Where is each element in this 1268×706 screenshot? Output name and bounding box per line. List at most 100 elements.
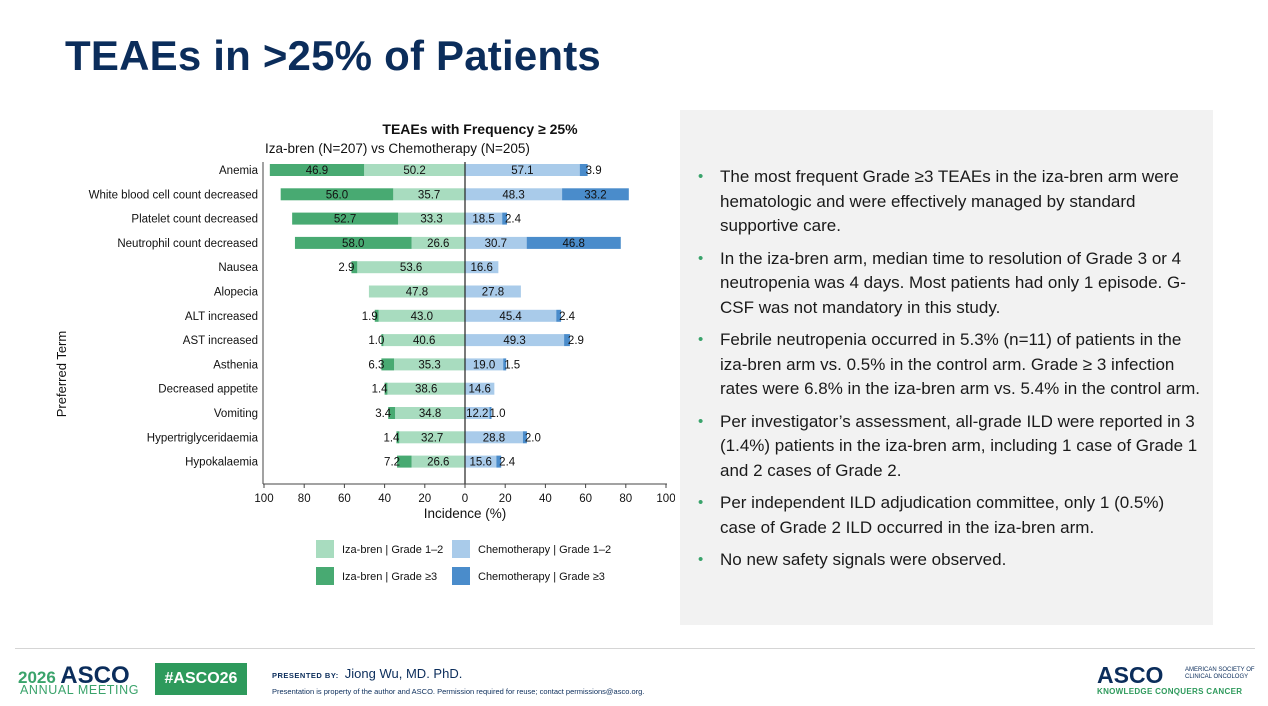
y-tick-label: AST increased (183, 335, 258, 347)
bar-izabren-grade3 (351, 261, 358, 274)
legend-swatch (452, 540, 470, 558)
data-label-izabren-grade12: 34.8 (419, 408, 441, 420)
y-tick-label: Platelet count decreased (131, 214, 258, 226)
bar-chemo-grade3 (502, 212, 508, 225)
data-label-chemo-grade3: 1.5 (504, 359, 520, 371)
x-tick-label: 100 (254, 493, 273, 505)
teae-chart: TEAEs with Frequency ≥ 25% Iza-bren (N=2… (45, 112, 676, 602)
data-label-izabren-grade12: 26.6 (427, 238, 449, 250)
data-label-chemo-grade12: 48.3 (502, 189, 524, 201)
data-label-izabren-grade3: 52.7 (334, 214, 356, 226)
data-label-chemo-grade3: 2.0 (525, 432, 541, 444)
hashtag-badge: #ASCO26 (155, 663, 247, 695)
legend-label: Chemotherapy | Grade 1–2 (478, 544, 611, 556)
x-tick-label: 40 (539, 493, 552, 505)
y-tick-label: Asthenia (213, 359, 258, 371)
org-tagline: KNOWLEDGE CONQUERS CANCER (1097, 687, 1243, 696)
bar-chemo-grade12 (465, 455, 497, 468)
bar-izabren-grade12 (387, 382, 465, 395)
x-tick-label: 80 (298, 493, 311, 505)
data-label-izabren-grade12: 43.0 (411, 311, 433, 323)
bar-chemo-grade12 (465, 285, 521, 298)
bullet-marker: • (698, 494, 704, 511)
x-tick-label: 20 (499, 493, 512, 505)
bar-chemo-grade12 (465, 407, 490, 419)
bar-chemo-grade12 (465, 236, 527, 249)
data-label-izabren-grade3: 1.4 (383, 432, 400, 444)
data-label-chemo-grade3: 46.8 (563, 238, 585, 250)
meeting-name: ANNUAL MEETING (20, 683, 140, 697)
y-tick-label: Decreased appetite (158, 384, 258, 396)
data-label-izabren-grade12: 33.3 (420, 214, 442, 226)
data-label-chemo-grade3: 2.9 (568, 335, 584, 347)
data-label-izabren-grade12: 53.6 (400, 262, 422, 274)
x-tick-label: 80 (619, 493, 632, 505)
data-label-chemo-grade12: 49.3 (503, 335, 525, 347)
legend-swatch (452, 567, 470, 585)
data-label-chemo-grade12: 19.0 (473, 359, 495, 371)
key-points-panel: • The most frequent Grade ≥3 TEAEs in the… (680, 110, 1213, 625)
bar-izabren-grade3 (381, 334, 384, 347)
disclaimer: Presentation is property of the author a… (272, 687, 645, 696)
y-tick-label: Hypertriglyceridaemia (147, 432, 259, 444)
data-label-izabren-grade3: 46.9 (306, 165, 328, 177)
bar-izabren-grade12 (378, 309, 465, 322)
data-label-izabren-grade12: 47.8 (406, 287, 428, 299)
y-tick-label: Alopecia (214, 287, 259, 299)
meeting-year: 2026 (18, 668, 56, 687)
data-label-izabren-grade3: 6.3 (368, 359, 384, 371)
bullet-marker: • (698, 249, 704, 267)
x-tick-label: 0 (462, 493, 468, 505)
data-label-izabren-grade12: 32.7 (421, 432, 443, 444)
data-label-izabren-grade3: 3.4 (375, 408, 392, 420)
bar-izabren-grade12 (364, 164, 465, 176)
bar-chemo-grade12 (465, 212, 503, 225)
data-label-chemo-grade12: 28.8 (483, 432, 505, 444)
bullet-item: • Per independent ILD adjudication commit… (690, 491, 1202, 540)
org-fullname: AMERICAN SOCIETY OF CLINICAL ONCOLOGY (1185, 667, 1255, 680)
x-tick-label: 20 (418, 493, 431, 505)
bullet-item: • The most frequent Grade ≥3 TEAEs in the… (690, 165, 1202, 239)
presented-by: PRESENTED BY: Jiong Wu, MD. PhD. (272, 666, 462, 681)
data-label-chemo-grade12: 16.6 (470, 262, 492, 274)
y-axis-label: Preferred Term (54, 331, 69, 417)
data-label-izabren-grade3: 7.2 (384, 457, 400, 469)
chart-title: TEAEs with Frequency ≥ 25% (382, 121, 578, 137)
legend-label: Iza-bren | Grade 1–2 (342, 544, 443, 556)
presenter-name: Jiong Wu, MD. PhD. (344, 666, 463, 681)
bar-chemo-grade3 (489, 407, 492, 419)
bullet-item: • Febrile neutropenia occurred in 5.3% (n… (690, 328, 1202, 402)
bar-chemo-grade12 (465, 261, 499, 274)
data-label-chemo-grade3: 3.9 (586, 165, 602, 177)
bar-chemo-grade3 (503, 358, 507, 371)
y-tick-label: Neutrophil count decreased (117, 238, 258, 250)
bar-izabren-grade3 (381, 358, 395, 371)
data-label-izabren-grade3: 1.4 (372, 384, 389, 396)
data-label-izabren-grade3: 1.9 (362, 311, 378, 323)
bar-chemo-grade12 (465, 164, 580, 176)
data-label-chemo-grade12: 18.5 (472, 214, 494, 226)
x-tick-label: 60 (579, 493, 592, 505)
y-tick-label: ALT increased (185, 311, 258, 323)
bar-chemo-grade3 (562, 188, 629, 201)
legend-label: Iza-bren | Grade ≥3 (342, 571, 437, 583)
bullet-marker: • (698, 412, 704, 430)
bar-chemo-grade12 (465, 334, 565, 347)
data-label-chemo-grade12: 45.4 (499, 311, 522, 323)
data-label-izabren-grade3: 58.0 (342, 238, 364, 250)
x-tick-label: 60 (338, 493, 351, 505)
bullet-text: No new safety signals were observed. (720, 550, 1007, 569)
asco-society-logo: ASCO AMERICAN SOCIETY OF CLINICAL ONCOLO… (1097, 662, 1255, 696)
data-label-chemo-grade3: 2.4 (499, 457, 516, 469)
bar-izabren-grade3 (374, 309, 379, 322)
data-label-chemo-grade12: 14.6 (468, 384, 490, 396)
bar-izabren-grade3 (292, 212, 399, 225)
bar-izabren-grade12 (398, 212, 465, 225)
bar-izabren-grade3 (397, 455, 412, 468)
bar-izabren-grade12 (411, 236, 465, 249)
data-label-izabren-grade12: 35.3 (418, 359, 440, 371)
bullet-marker: • (698, 331, 704, 348)
bar-izabren-grade12 (383, 334, 465, 347)
meeting-org: ASCO (60, 662, 130, 689)
asco-meeting-logo: 2026 ASCO ANNUAL MEETING (18, 662, 138, 697)
